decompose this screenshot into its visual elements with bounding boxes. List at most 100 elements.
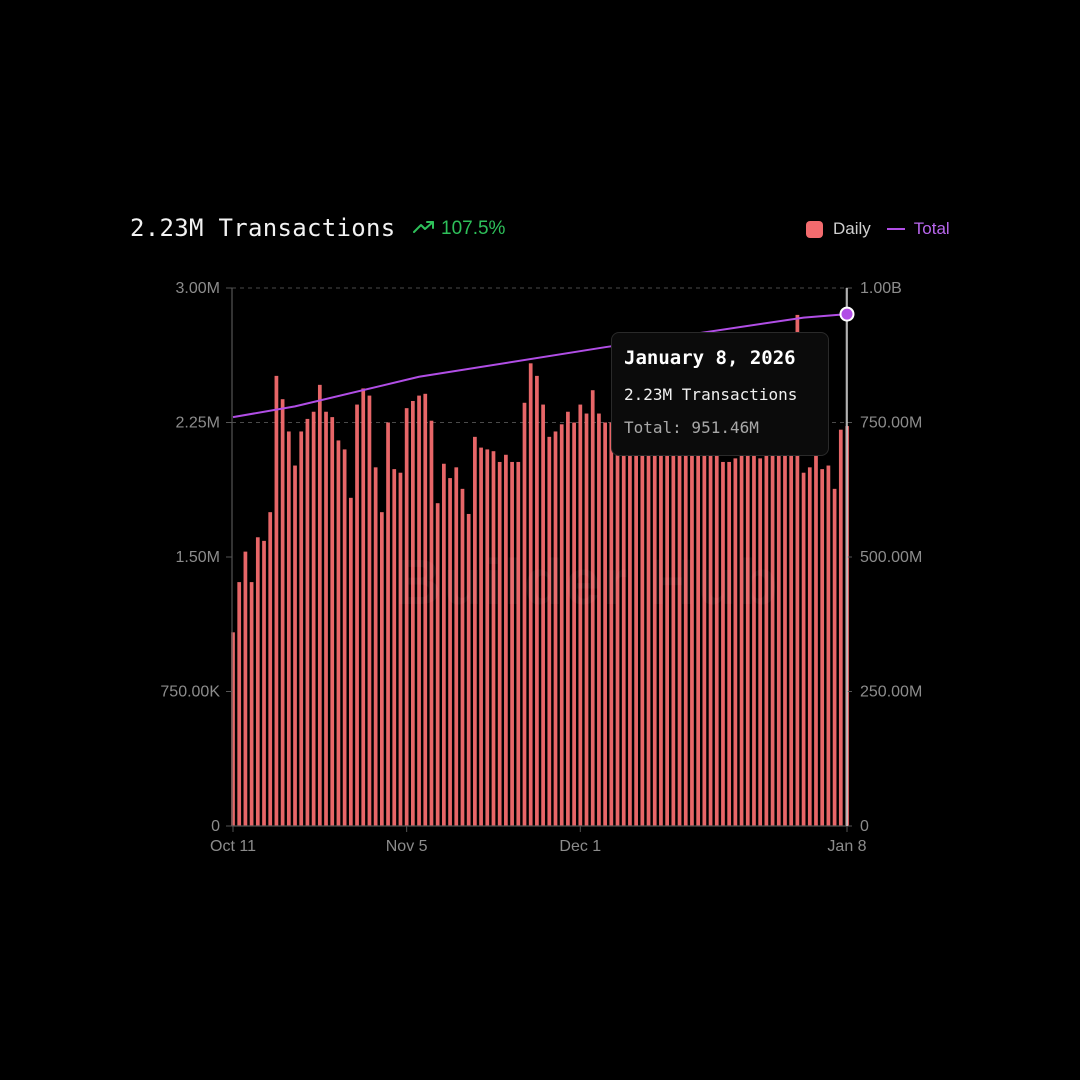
y-left-tick-label: 3.00M bbox=[176, 280, 220, 297]
bar bbox=[280, 399, 285, 826]
bar bbox=[807, 467, 812, 826]
y-right-tick-label: 500.00M bbox=[860, 549, 922, 566]
bar bbox=[286, 431, 291, 826]
bar bbox=[429, 420, 434, 826]
bar bbox=[739, 449, 744, 826]
bar bbox=[410, 400, 415, 826]
bar bbox=[696, 422, 701, 826]
bar bbox=[491, 451, 496, 826]
legend-daily-swatch bbox=[806, 220, 823, 238]
bar bbox=[299, 431, 304, 826]
bar bbox=[801, 472, 806, 826]
bar bbox=[621, 422, 626, 826]
bar bbox=[249, 582, 254, 826]
bar bbox=[665, 422, 670, 826]
bar bbox=[752, 445, 756, 826]
y-left-tick-label: 0 bbox=[211, 818, 220, 835]
tooltip-transactions: 2.23M Transactions bbox=[624, 385, 798, 404]
bar bbox=[783, 445, 787, 826]
bar bbox=[559, 424, 564, 826]
y-right-tick-label: 1.00B bbox=[860, 280, 902, 297]
bar bbox=[274, 375, 279, 826]
bar bbox=[721, 461, 725, 826]
bar bbox=[379, 512, 384, 826]
bar bbox=[386, 422, 390, 826]
bar bbox=[597, 413, 601, 826]
bar bbox=[714, 422, 719, 826]
bar bbox=[590, 390, 595, 826]
bar bbox=[690, 422, 694, 826]
bar bbox=[361, 388, 366, 826]
bar bbox=[733, 458, 738, 826]
bar bbox=[417, 395, 421, 826]
bar bbox=[776, 449, 781, 826]
bar bbox=[553, 431, 558, 826]
bar bbox=[516, 461, 521, 826]
bar bbox=[392, 469, 397, 826]
bar bbox=[367, 395, 372, 826]
total-line bbox=[232, 313, 848, 419]
y-right-tick-label: 0 bbox=[860, 818, 869, 835]
bar bbox=[423, 393, 428, 826]
bar bbox=[634, 422, 638, 826]
bar bbox=[578, 404, 583, 826]
tooltip-total: Total: 951.46M bbox=[624, 418, 759, 437]
bar bbox=[330, 417, 335, 826]
bar bbox=[454, 467, 459, 826]
bar bbox=[764, 449, 769, 826]
tooltip: January 8, 2026 2.23M Transactions Total… bbox=[611, 332, 829, 456]
bar bbox=[584, 413, 589, 826]
bar bbox=[522, 402, 527, 826]
bar bbox=[336, 440, 341, 826]
change-value: 107.5% bbox=[441, 218, 506, 239]
bar bbox=[305, 418, 310, 826]
bar bbox=[473, 436, 477, 826]
bar bbox=[832, 488, 837, 826]
bar bbox=[398, 472, 403, 826]
bar bbox=[243, 551, 248, 826]
y-left-tick-label: 1.50M bbox=[176, 549, 220, 566]
bar bbox=[628, 422, 632, 826]
bar bbox=[442, 463, 446, 826]
x-tick-label: Dec 1 bbox=[559, 838, 601, 855]
bar bbox=[609, 422, 614, 826]
bar bbox=[311, 411, 316, 826]
x-tick-label: Jan 8 bbox=[827, 838, 866, 855]
bar bbox=[566, 411, 570, 826]
bar bbox=[528, 363, 533, 826]
bar bbox=[466, 513, 471, 826]
legend-total-label[interactable]: Total bbox=[913, 219, 950, 238]
bar bbox=[355, 404, 359, 826]
bar bbox=[317, 384, 322, 826]
bar bbox=[268, 512, 273, 826]
page-title: 2.23M Transactions bbox=[130, 214, 396, 242]
bar bbox=[485, 449, 490, 826]
bar bbox=[820, 469, 825, 826]
y-left-tick-label: 750.00K bbox=[160, 684, 220, 701]
bar bbox=[789, 440, 794, 826]
bar bbox=[826, 465, 831, 826]
bar bbox=[758, 458, 763, 826]
bar bbox=[677, 422, 682, 826]
bar bbox=[615, 422, 620, 826]
bar bbox=[324, 411, 328, 826]
bar bbox=[541, 404, 545, 826]
y-right-tick-label: 750.00M bbox=[860, 415, 922, 432]
bar bbox=[708, 422, 713, 826]
x-tick-label: Nov 5 bbox=[386, 838, 428, 855]
x-tick-label: Oct 11 bbox=[210, 838, 256, 855]
bar bbox=[262, 540, 266, 826]
watermark: Builder Hub bbox=[395, 545, 780, 619]
change-indicator: 107.5% bbox=[413, 218, 505, 240]
bar bbox=[770, 454, 775, 826]
bar bbox=[659, 422, 663, 826]
highlight-point bbox=[839, 306, 855, 322]
bar bbox=[255, 537, 260, 826]
y-right-tick-label: 250.00M bbox=[860, 684, 922, 701]
bar bbox=[504, 454, 508, 826]
bar bbox=[683, 422, 688, 826]
bar bbox=[448, 478, 452, 826]
legend-daily-label[interactable]: Daily bbox=[833, 219, 871, 238]
bar bbox=[348, 497, 353, 826]
bar bbox=[373, 467, 378, 826]
